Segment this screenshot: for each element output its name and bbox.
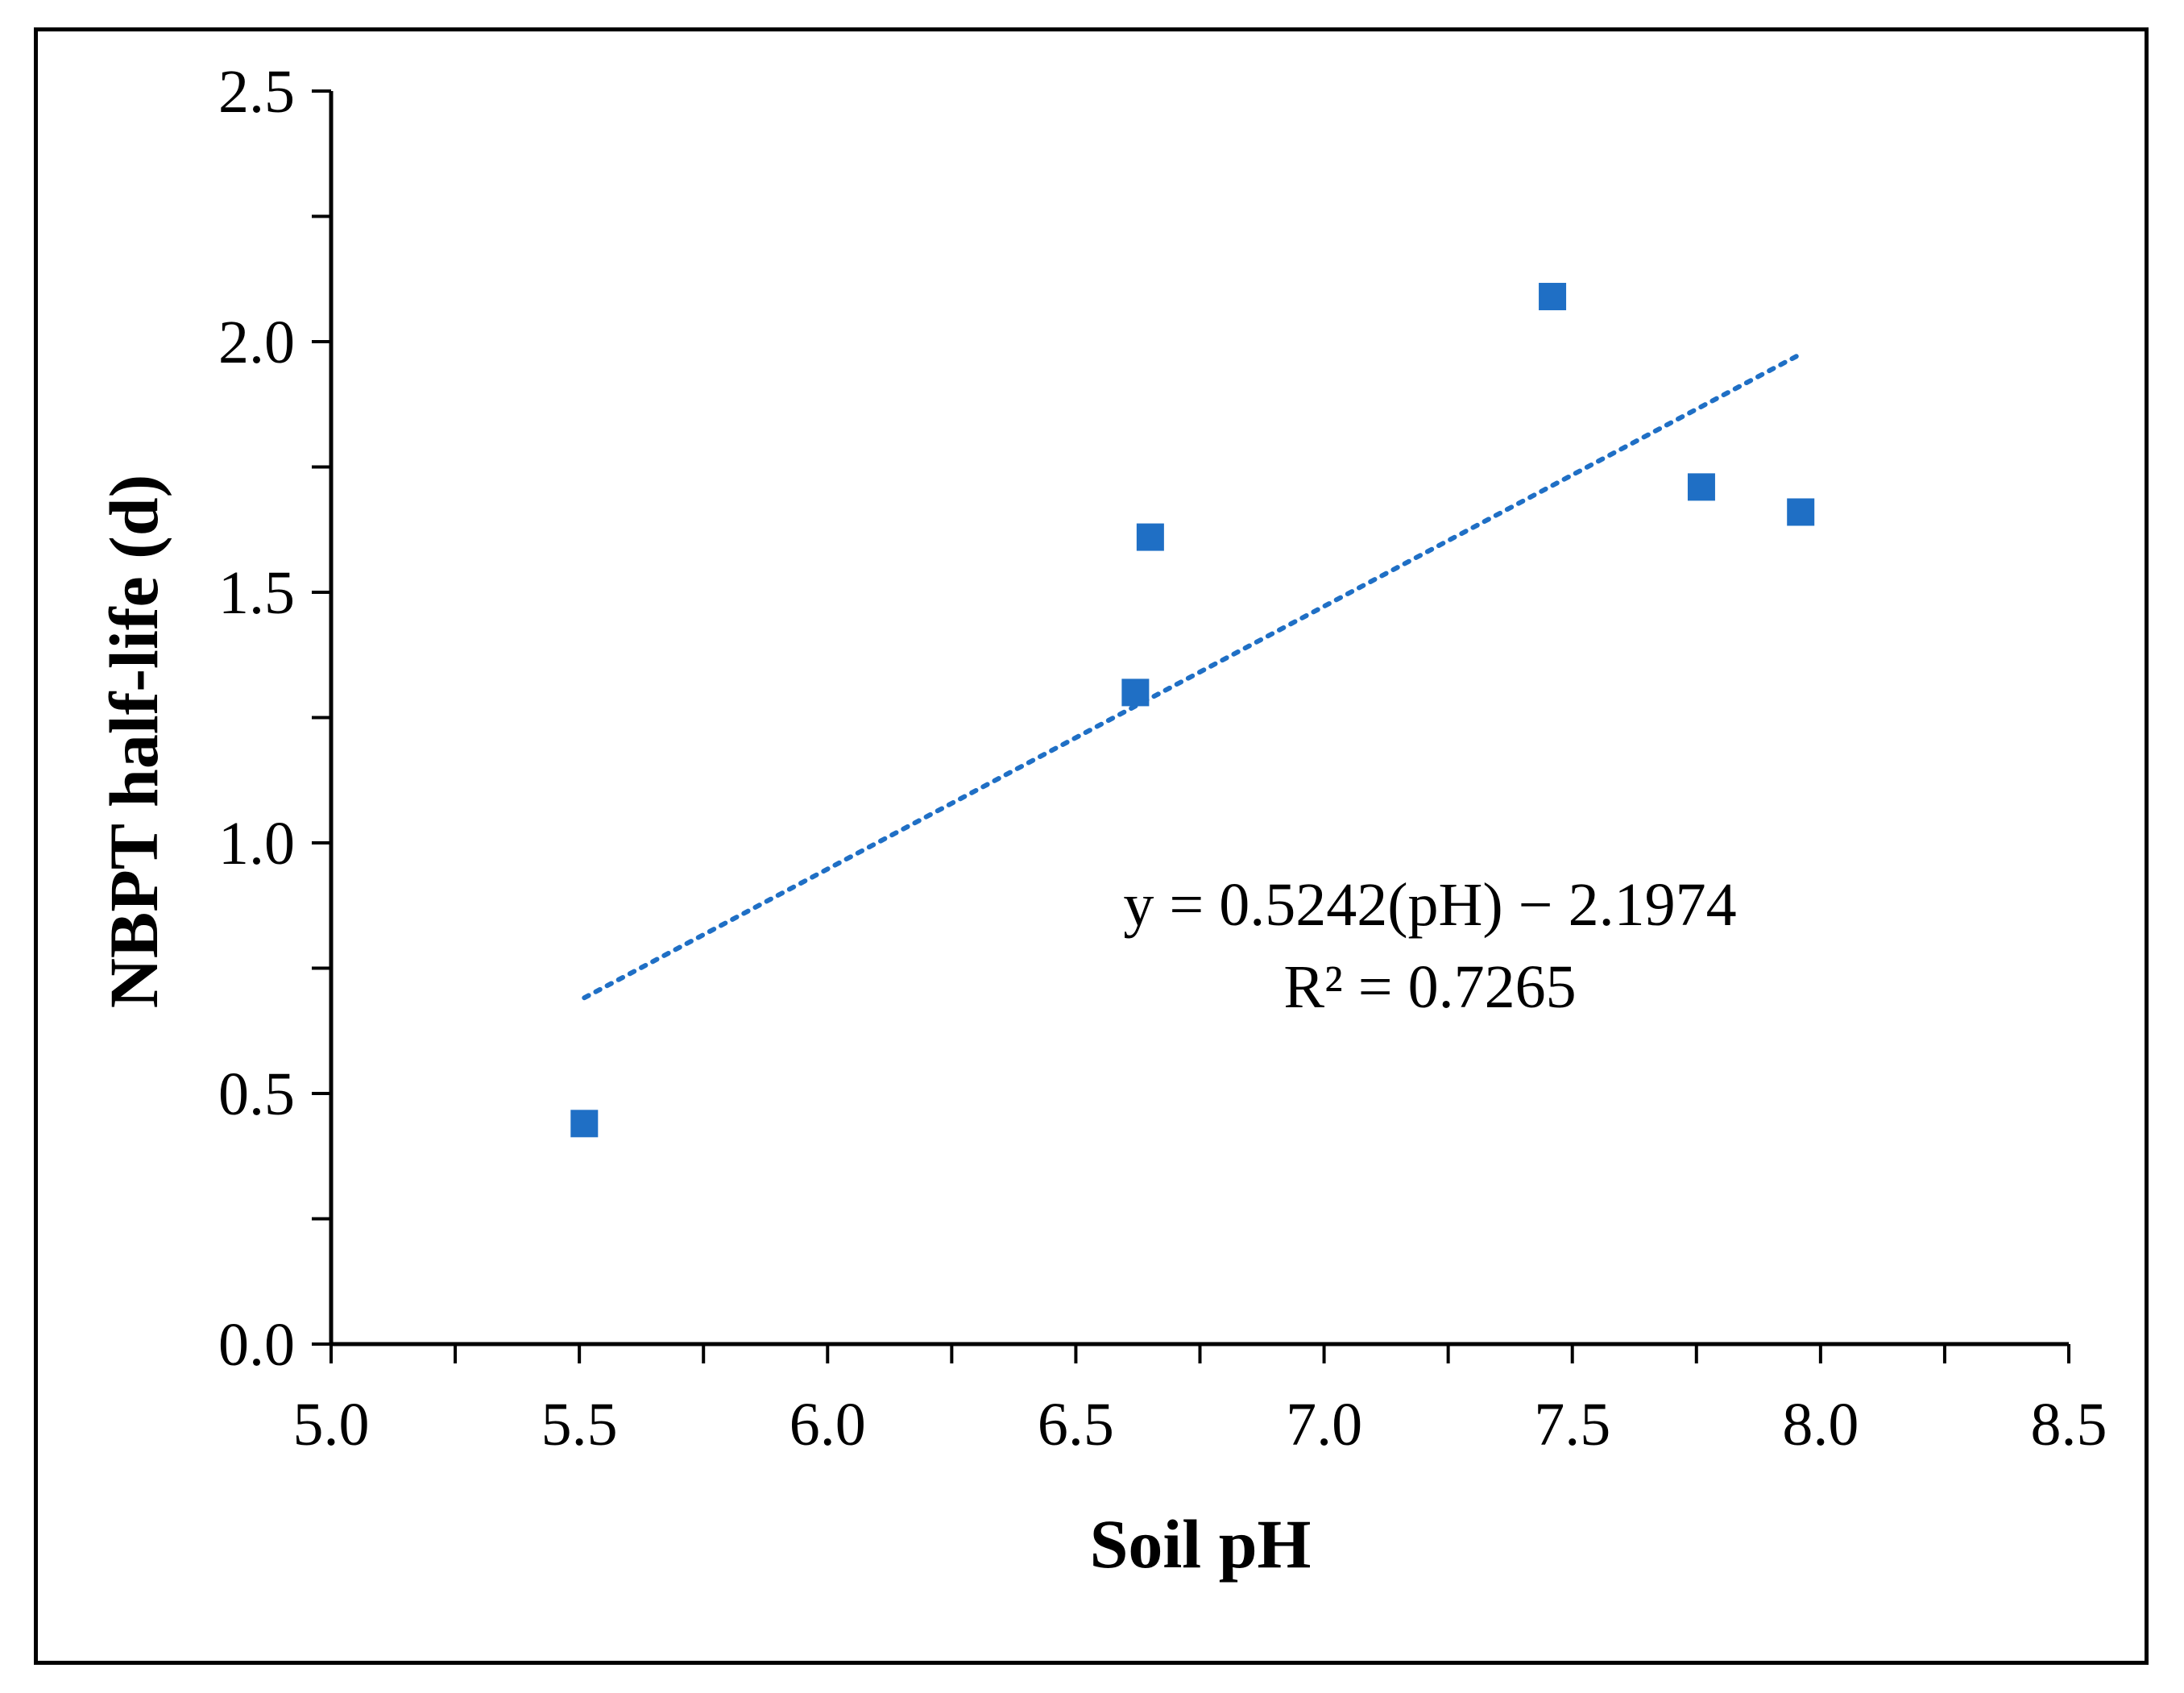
y-tick-label: 0.5: [218, 1060, 295, 1128]
chart-frame: [34, 27, 2149, 1665]
data-point: [1136, 523, 1164, 551]
equation-annotation: y = 0.5242(pH) − 2.1974: [1123, 871, 1736, 939]
x-tick-label: 6.0: [789, 1391, 866, 1459]
tick-labels: 5.0 5.5 6.0 6.5 7.0 7.5 8.0 8.5 0.0 0.5 1.0 1.5 2.0 2…: [218, 58, 2107, 1459]
data-point: [1539, 283, 1567, 311]
x-tick-label: 8.0: [1782, 1391, 1859, 1459]
y-tick-label: 1.0: [218, 810, 295, 878]
y-axis-title: NBPT half-life (d): [95, 475, 172, 1009]
trendline: [582, 351, 1804, 1001]
r-squared-annotation: R² = 0.7265: [1283, 953, 1576, 1021]
data-point: [1687, 473, 1715, 501]
data-point: [570, 1110, 599, 1138]
data-points: [570, 283, 1815, 1138]
y-tick-label: 2.5: [218, 58, 295, 126]
x-tick-label: 5.5: [541, 1391, 618, 1459]
axes: [312, 89, 2070, 1363]
y-tick-label: 2.0: [218, 309, 295, 376]
data-point: [1787, 498, 1815, 526]
data-point: [1121, 678, 1150, 707]
x-tick-label: 5.0: [293, 1391, 370, 1459]
y-tick-label: 1.5: [218, 559, 295, 627]
x-axis-title: Soil pH: [1090, 1505, 1312, 1583]
x-tick-label: 7.5: [1534, 1391, 1610, 1459]
x-tick-label: 6.5: [1038, 1391, 1114, 1459]
trendline-layer: [582, 351, 1804, 1001]
y-tick-label: 0.0: [218, 1311, 295, 1379]
x-tick-label: 7.0: [1286, 1391, 1362, 1459]
x-tick-label: 8.5: [2031, 1391, 2107, 1459]
